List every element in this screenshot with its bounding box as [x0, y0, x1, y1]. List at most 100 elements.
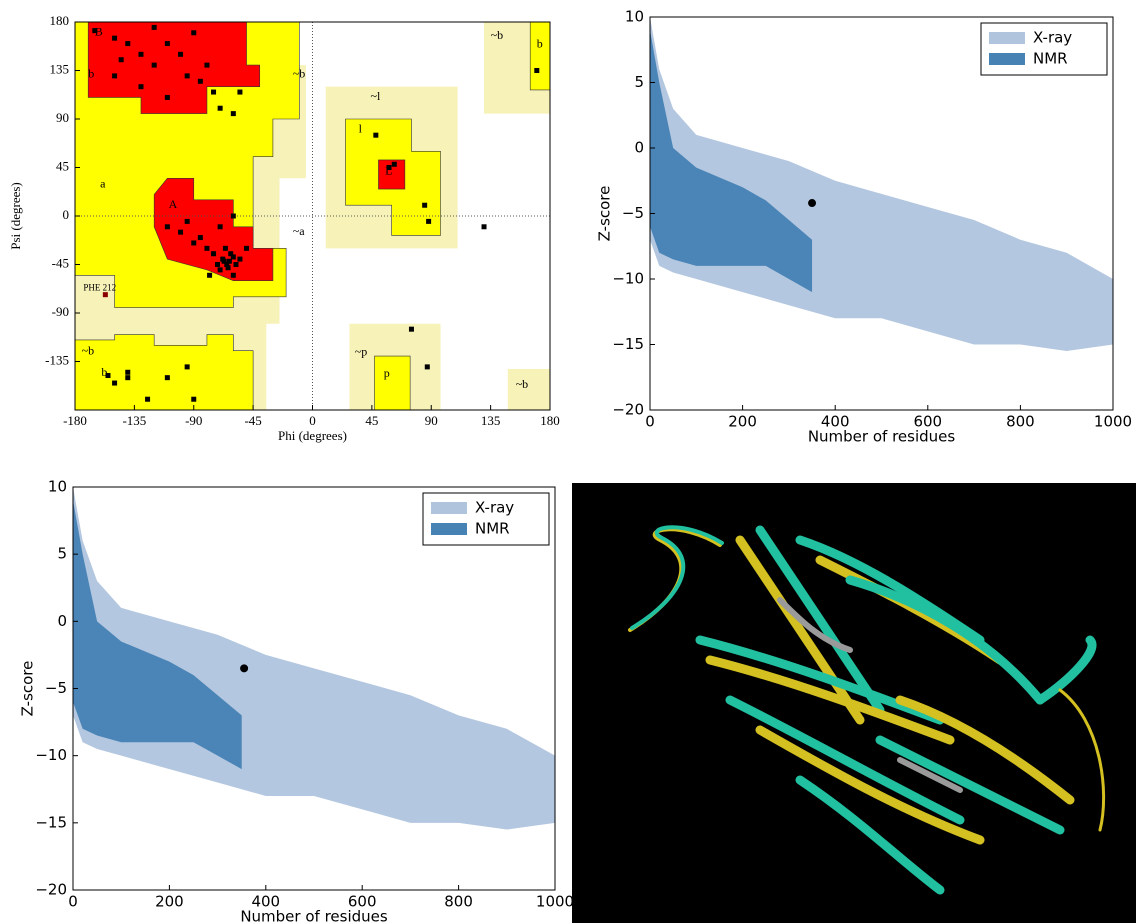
residue-point — [422, 202, 428, 208]
x-tick-label: 800 — [1006, 413, 1035, 431]
x-tick-label: 1000 — [1094, 413, 1132, 431]
x-tick-label: 180 — [540, 413, 560, 428]
residue-point — [534, 68, 540, 73]
residue-point — [244, 245, 250, 251]
y-tick-label: -90 — [52, 304, 69, 319]
residue-point — [191, 30, 197, 36]
residue-point — [230, 213, 236, 219]
y-tick-label: −5 — [622, 204, 644, 222]
ribbons — [628, 525, 1106, 895]
residue-point — [224, 262, 230, 267]
x-tick-label: -90 — [185, 413, 202, 428]
residue-point — [211, 251, 217, 257]
residue-point — [112, 35, 118, 41]
residue-point — [197, 78, 203, 84]
region — [87, 21, 261, 114]
y-tick-label: 0 — [634, 139, 644, 157]
residue-point — [215, 262, 220, 267]
y-tick-label: 135 — [50, 61, 70, 76]
legend-label: NMR — [475, 520, 510, 538]
region-label: ~p — [355, 345, 368, 359]
legend-swatch — [989, 53, 1025, 65]
legend-label: X-ray — [475, 499, 514, 517]
residue-point — [204, 62, 210, 68]
x-tick-label: 90 — [425, 413, 438, 428]
residue-point — [207, 272, 213, 278]
residue-point — [145, 396, 151, 402]
residue-point — [138, 51, 144, 57]
residue-point — [237, 89, 243, 95]
residue-point — [225, 265, 231, 271]
y-tick-label: −10 — [612, 270, 644, 288]
residue-point — [373, 132, 379, 138]
legend-swatch — [989, 32, 1025, 44]
x-tick-label: 400 — [251, 893, 280, 911]
residue-point — [386, 165, 392, 170]
residue-point — [125, 41, 131, 47]
region-label: ~b — [82, 344, 95, 358]
residue-point — [191, 240, 197, 246]
residue-point — [138, 84, 144, 90]
region-label: ~b — [491, 28, 504, 42]
region-label: b — [88, 67, 94, 81]
residue-point — [164, 224, 170, 230]
score-cloud — [73, 500, 242, 770]
residue-point — [221, 258, 227, 264]
region-label: B — [95, 25, 103, 39]
residue-point — [164, 375, 170, 381]
x-tick-label: -180 — [63, 413, 87, 428]
x-tick-label: 135 — [481, 413, 501, 428]
residue-point — [125, 369, 131, 375]
region-label: p — [384, 366, 390, 380]
region — [529, 21, 551, 91]
x-tick-label: 45 — [365, 413, 378, 428]
x-tick-label: 1000 — [536, 893, 574, 911]
y-tick-label: 10 — [48, 478, 67, 496]
residue-point — [211, 89, 217, 95]
region-label: l — [359, 122, 363, 136]
region-label: ~l — [371, 89, 381, 103]
region-label: b — [537, 36, 543, 50]
x-axis-label: Number of residues — [808, 428, 956, 446]
region-label: L — [385, 164, 392, 178]
residue-point — [217, 105, 223, 111]
score-cloud — [73, 487, 555, 830]
y-tick-label: -45 — [52, 255, 69, 270]
residue-point — [217, 224, 223, 230]
x-tick-label: 0 — [309, 413, 316, 428]
region — [153, 177, 274, 281]
score-cloud — [650, 17, 1113, 352]
query-point — [240, 664, 249, 673]
region-label: a — [100, 176, 106, 190]
x-tick-label: 200 — [728, 413, 757, 431]
region — [374, 355, 411, 411]
y-tick-label: −20 — [35, 881, 67, 899]
region-label: ~a — [293, 224, 305, 238]
y-axis-label: Psi (degrees) — [8, 182, 23, 250]
residue-point — [204, 245, 210, 251]
y-tick-label: 10 — [625, 8, 644, 26]
region-label: A — [169, 197, 178, 211]
y-tick-label: −15 — [612, 335, 644, 353]
residue-point — [426, 218, 432, 224]
residue-point — [184, 364, 190, 370]
region — [378, 159, 406, 190]
x-tick-label: 200 — [155, 893, 184, 911]
region-label: b — [101, 365, 107, 379]
residue-point — [228, 251, 234, 257]
residue-point — [233, 262, 239, 267]
residue-point — [237, 256, 243, 262]
x-tick-label: -45 — [244, 413, 261, 428]
residue-point — [197, 235, 203, 241]
legend-swatch — [431, 502, 467, 514]
x-tick-label: 600 — [913, 413, 942, 431]
y-tick-label: −5 — [45, 679, 67, 697]
residue-point — [178, 229, 184, 235]
highlight-point — [102, 292, 108, 298]
residue-point — [112, 380, 118, 386]
x-tick-label: 400 — [821, 413, 850, 431]
residue-point — [424, 364, 430, 370]
structure-render — [572, 483, 1136, 923]
